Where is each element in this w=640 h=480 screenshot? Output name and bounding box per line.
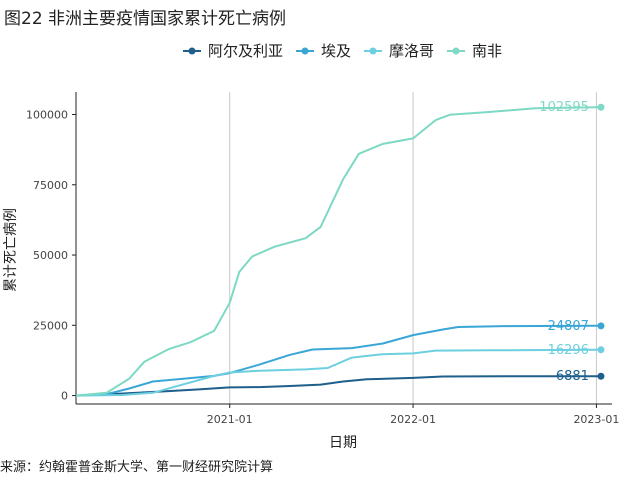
y-tick-label-3: 75000 xyxy=(33,179,68,192)
x-tick-label-2: 2023-01 xyxy=(573,413,619,426)
legend-label-algeria: 阿尔及利亚 xyxy=(208,42,284,60)
grid-lines xyxy=(229,92,597,404)
axes xyxy=(75,92,612,405)
legend: 阿尔及利亚 埃及 摩洛哥 南非 xyxy=(182,40,514,61)
legend-key-morocco xyxy=(364,47,383,54)
series-line-1 xyxy=(75,324,601,397)
source-note: 来源：约翰霍普金斯大学、第一财经研究院计算 xyxy=(0,460,274,475)
series-end-point-1 xyxy=(597,322,605,330)
series-end-label-1: 24807 xyxy=(548,319,589,334)
series-end-label-0: 6881 xyxy=(556,369,589,384)
series-line-2 xyxy=(75,348,601,397)
series-end-label-3: 102595 xyxy=(539,100,589,115)
legend-item-morocco: 摩洛哥 xyxy=(363,40,434,61)
legend-key-egypt xyxy=(296,47,315,54)
legend-key-south-africa xyxy=(447,47,466,54)
y-tick-label-1: 25000 xyxy=(33,319,68,332)
x-axis-title: 日期 xyxy=(329,435,357,451)
x-tick-label-1: 2022-01 xyxy=(390,413,436,426)
legend-label-egypt: 埃及 xyxy=(321,42,352,60)
legend-item-algeria: 阿尔及利亚 xyxy=(182,40,283,61)
series-end-label-2: 16296 xyxy=(548,343,589,358)
end-labels: 6881 24807 16296 102595 xyxy=(539,100,589,384)
series-end-point-3 xyxy=(597,103,605,111)
legend-key-algeria xyxy=(183,47,201,54)
legend-label-morocco: 摩洛哥 xyxy=(389,42,435,60)
legend-label-south-africa: 南非 xyxy=(472,42,503,60)
legend-item-south-africa: 南非 xyxy=(446,40,502,61)
chart-title: 图22 非洲主要疫情国家累计死亡病例 xyxy=(4,9,287,29)
series-end-point-2 xyxy=(597,346,605,354)
series-line-3 xyxy=(75,106,601,397)
y-axis-title: 累计死亡病例 xyxy=(3,208,19,292)
legend-item-egypt: 埃及 xyxy=(295,40,351,61)
x-tick-label-0: 2021-01 xyxy=(207,413,253,426)
y-tick-label-0: 0 xyxy=(61,390,68,403)
y-tick-label-4: 100000 xyxy=(26,108,68,121)
tick-labels: 2021-01 2022-01 2023-01 0 25000 50000 75000 100… xyxy=(26,108,619,426)
series-end-point-0 xyxy=(597,372,605,380)
series-lines xyxy=(75,103,605,397)
y-tick-label-2: 50000 xyxy=(33,249,68,262)
